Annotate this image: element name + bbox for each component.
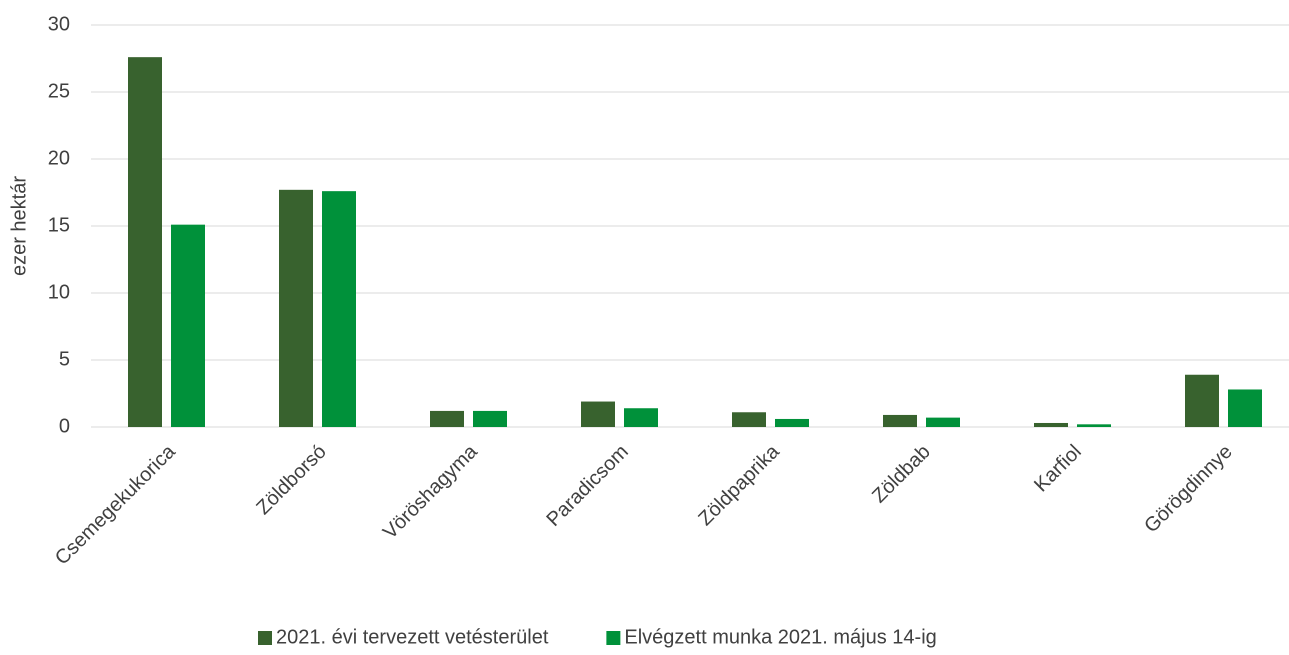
legend-swatch: [258, 631, 272, 645]
bar: [128, 57, 162, 427]
bar: [1077, 424, 1111, 427]
bar: [1228, 389, 1262, 427]
bar: [926, 417, 960, 427]
x-tick-label: Paradicsom: [543, 441, 633, 531]
bar: [279, 189, 313, 427]
bar: [581, 401, 615, 427]
bar: [430, 410, 464, 427]
x-tick-label: Zöldborsó: [252, 441, 330, 519]
bar: [775, 418, 809, 427]
bar: [473, 410, 507, 427]
x-tick-label: Karfiol: [1030, 441, 1086, 497]
x-tick-label: Zöldpaprika: [694, 440, 784, 530]
bar: [1185, 374, 1219, 427]
bar: [624, 408, 658, 427]
bar: [883, 414, 917, 427]
y-tick-label: 0: [59, 415, 70, 437]
y-tick-label: 25: [48, 80, 70, 102]
y-tick-label: 10: [48, 281, 70, 303]
bar: [171, 224, 205, 427]
x-tick-label: Vöröshagyma: [379, 440, 482, 543]
bar: [732, 412, 766, 427]
y-tick-label: 5: [59, 348, 70, 370]
x-tick-label: Csemegekukorica: [51, 440, 180, 569]
bar: [1034, 422, 1068, 427]
y-axis-label: ezer hektár: [8, 176, 30, 276]
legend-swatch: [606, 631, 621, 645]
legend-label: Elvégzett munka 2021. május 14-ig: [624, 626, 936, 648]
x-tick-label: Görögdinnye: [1140, 441, 1237, 538]
y-tick-label: 15: [48, 214, 70, 236]
y-tick-label: 20: [48, 147, 70, 169]
legend-label: 2021. évi tervezett vetésterület: [276, 626, 549, 648]
bar: [322, 191, 356, 427]
x-tick-label: Zöldbab: [868, 441, 935, 508]
y-tick-label: 30: [48, 13, 70, 35]
